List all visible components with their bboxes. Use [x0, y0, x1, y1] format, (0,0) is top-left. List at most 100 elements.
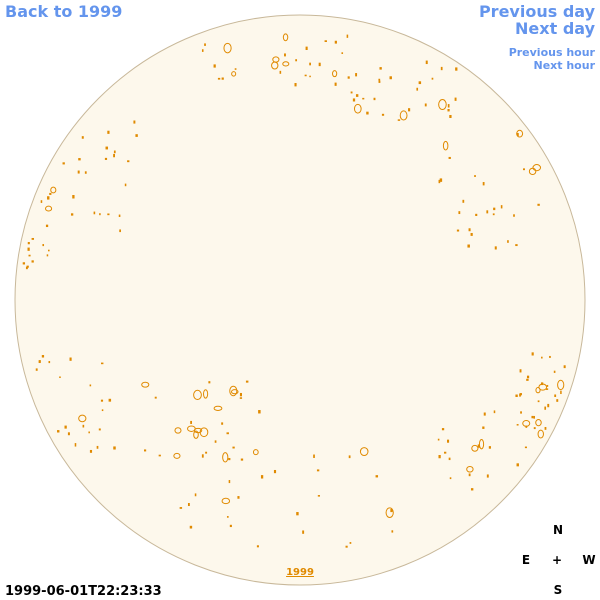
previous-hour-link[interactable]: Previous hour [509, 46, 596, 59]
contour-spot [96, 445, 99, 449]
contour-spot [38, 360, 41, 364]
contour-spot [67, 432, 70, 436]
contour-spot [108, 398, 112, 402]
contour-spot [239, 392, 242, 397]
contour-spot [217, 77, 221, 80]
contour-spot [82, 424, 85, 428]
contour-spot [458, 211, 461, 215]
contour-spot [347, 76, 350, 79]
contour-spot [194, 493, 197, 497]
contour-spot [72, 195, 75, 199]
contour-spot [101, 362, 104, 365]
contour-spot [222, 452, 229, 463]
contour-spot [258, 410, 261, 414]
contour-spot [221, 422, 224, 425]
contour-spot [46, 254, 49, 257]
contour-spot [193, 430, 199, 439]
contour-spot [282, 33, 289, 42]
next-hour-link[interactable]: Next hour [534, 59, 596, 72]
contour-spot [70, 213, 74, 216]
contour-spot [556, 399, 559, 402]
contour-spot [493, 410, 496, 414]
contour-spot [313, 454, 315, 458]
contour-spot [346, 34, 349, 38]
contour-spot [399, 110, 408, 121]
contour-spot [462, 199, 465, 203]
contour-spot [107, 213, 110, 216]
contour-spot [89, 449, 93, 453]
contour-spot [437, 438, 440, 441]
contour-spot [271, 61, 279, 70]
contour-spot [113, 446, 116, 450]
contour-spot [486, 210, 489, 214]
contour-spot [256, 545, 259, 548]
contour-spot [208, 381, 211, 384]
contour-spot [74, 443, 77, 447]
contour-spot [31, 260, 34, 263]
contour-spot [88, 431, 90, 434]
contour-spot [381, 113, 385, 116]
contour-spot [519, 393, 521, 397]
contour-spot [533, 427, 536, 430]
contour-spot [221, 77, 224, 80]
contour-spot [447, 439, 450, 443]
contour-spot [273, 469, 277, 474]
contour-spot [50, 186, 57, 194]
contour-spot [535, 387, 541, 394]
contour-spot [443, 451, 447, 454]
previous-day-link[interactable]: Previous day [479, 2, 596, 21]
contour-spot [355, 73, 358, 77]
contour-spot [345, 545, 348, 548]
contour-spot [45, 205, 53, 212]
contour-spot [378, 80, 381, 83]
contour-spot [560, 390, 562, 395]
contour-spot [48, 361, 51, 364]
contour-spot [135, 134, 138, 137]
contour-spot [516, 424, 519, 426]
contour-spot [466, 465, 474, 473]
contour-spot [456, 229, 460, 232]
contour-spot [455, 67, 458, 71]
contour-spot [447, 109, 450, 112]
contour-spot [105, 146, 109, 150]
contour-spot [98, 428, 101, 431]
back-link[interactable]: Back to 1999 [5, 2, 122, 21]
contour-spot [317, 495, 321, 497]
contour-spot [230, 389, 239, 395]
contour-spot [474, 175, 476, 177]
contour-spot [295, 59, 298, 62]
contour-spot [203, 389, 209, 399]
year-link[interactable]: 1999 [286, 567, 314, 578]
contour-spot [77, 170, 80, 174]
contour-spot [260, 475, 264, 479]
contour-spot [93, 211, 96, 215]
contour-spot [213, 405, 223, 411]
contour-spot [27, 247, 30, 251]
contour-spot [316, 469, 320, 472]
contour-spot [232, 446, 235, 449]
contour-spot [454, 97, 457, 101]
next-day-link[interactable]: Next day [515, 19, 596, 38]
contour-spot [442, 140, 449, 151]
contour-spot [22, 262, 26, 265]
contour-spot [124, 183, 127, 187]
contour-spot [390, 509, 393, 513]
contour-spot [519, 369, 522, 373]
contour-spot [296, 512, 299, 516]
contour-spot [447, 104, 450, 108]
contour-spot [449, 114, 452, 118]
contour-spot [332, 70, 338, 78]
contour-spot [118, 214, 121, 217]
contour-spot [40, 200, 43, 203]
contour-spot [494, 246, 497, 250]
contour-spot [35, 368, 38, 371]
contour-spot [31, 237, 35, 240]
contour-spot [190, 420, 193, 424]
contour-spot [438, 99, 447, 111]
contour-spot [520, 411, 522, 414]
contour-spot [47, 249, 50, 252]
contour-spot [100, 399, 104, 402]
contour-spot [229, 524, 232, 528]
contour-spot [507, 240, 509, 243]
contour-spot [515, 394, 518, 397]
